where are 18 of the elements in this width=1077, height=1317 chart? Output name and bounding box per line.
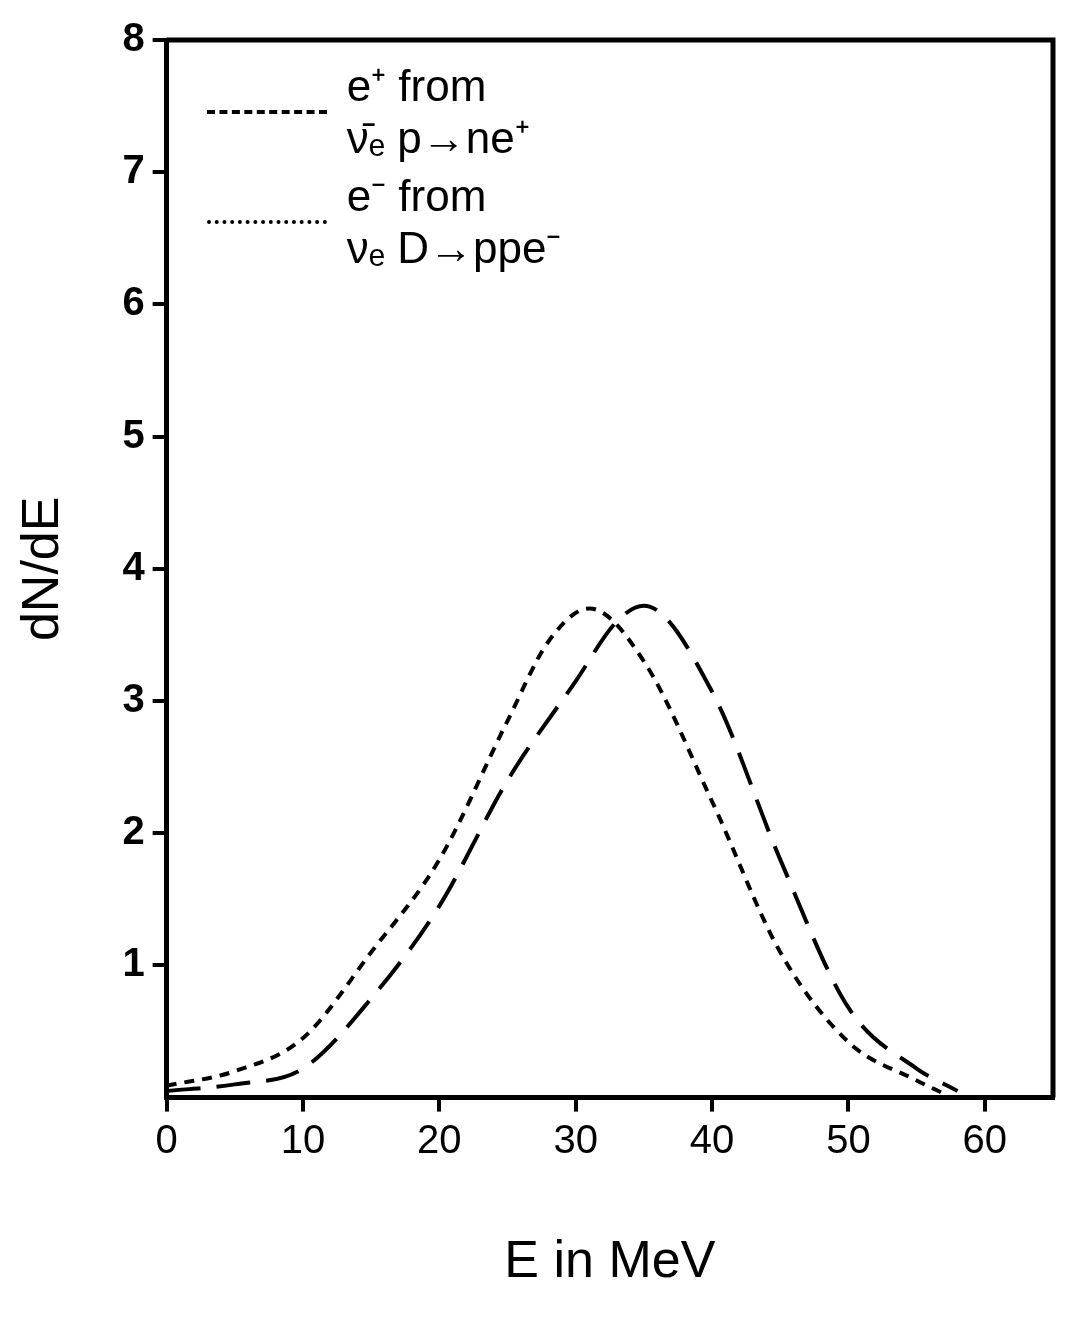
x-tick-label: 20 [417, 1116, 462, 1161]
y-tick-label: 1 [122, 940, 145, 985]
x-tick-label: 0 [155, 1116, 178, 1161]
y-tick-label: 6 [122, 279, 145, 324]
y-tick-label: 4 [122, 543, 146, 588]
x-axis-title: E in MeV [504, 1230, 716, 1289]
y-tick-label: 2 [122, 808, 145, 853]
legend-label: e⁻ from νₑ D→ppe⁻ [346, 170, 562, 274]
x-tick-label: 30 [553, 1116, 598, 1161]
x-tick-label: 10 [280, 1116, 326, 1161]
y-tick-label: 8 [122, 15, 145, 60]
x-tick-label: 40 [689, 1116, 735, 1161]
y-tick-label: 5 [122, 411, 145, 456]
y-tick-label: 3 [122, 676, 145, 721]
y-tick-label: 7 [122, 147, 145, 192]
y-axis-title: dN/dE [10, 496, 69, 642]
x-tick-label: 60 [962, 1116, 1008, 1161]
x-tick-label: 50 [826, 1116, 871, 1161]
